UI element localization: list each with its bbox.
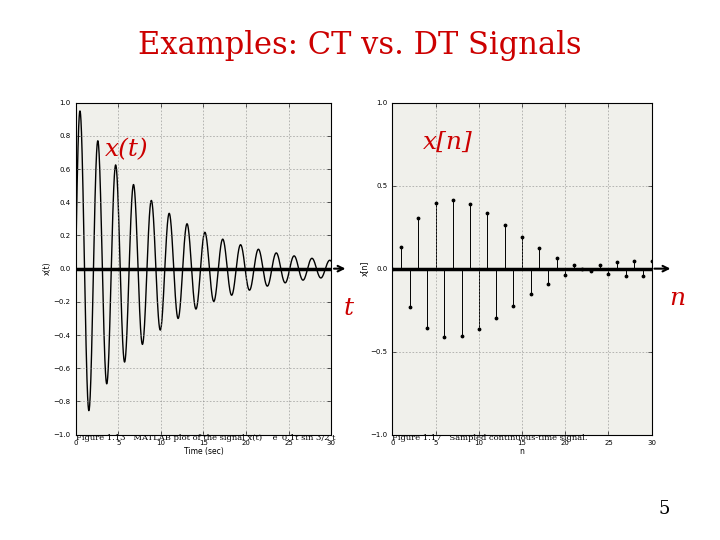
- Y-axis label: x(t): x(t): [43, 262, 53, 275]
- X-axis label: n: n: [520, 447, 524, 456]
- Text: x(t): x(t): [105, 138, 149, 161]
- Y-axis label: x[n]: x[n]: [360, 261, 369, 276]
- Text: Figure 1.17   Sampled continuous-time signal.: Figure 1.17 Sampled continuous-time sign…: [392, 434, 588, 442]
- Text: t: t: [344, 297, 354, 320]
- Text: n: n: [669, 287, 685, 310]
- X-axis label: Time (sec): Time (sec): [184, 447, 223, 456]
- Text: Figure 1.13   MATLAB plot of the signal x(t)    e⁻0.1t sin 3/2 t: Figure 1.13 MATLAB plot of the signal x(…: [76, 434, 335, 442]
- Text: Examples: CT vs. DT Signals: Examples: CT vs. DT Signals: [138, 30, 582, 60]
- Text: x[n]: x[n]: [423, 131, 472, 154]
- Text: 5: 5: [658, 501, 670, 518]
